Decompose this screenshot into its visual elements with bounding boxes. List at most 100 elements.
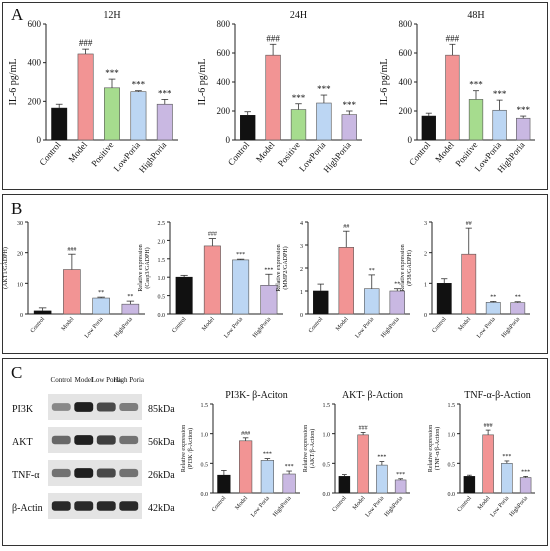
chart-b-6-xtick-label: Model: [458, 316, 473, 332]
blot-band: [96, 468, 116, 478]
chart-a-0-xtick-label: Model: [66, 139, 89, 164]
blot-band: [119, 435, 139, 445]
chart-a-2-xtick-label: Model: [433, 139, 456, 164]
chart-a-2-ytick-label: 400: [399, 77, 413, 87]
chart-b-4-xtick-label: Low Poria: [223, 316, 244, 339]
blot-band: [51, 468, 71, 478]
blot-lane-label: Control: [51, 376, 72, 384]
chart-a-0-bar: [130, 91, 147, 141]
chart-b-5-sig: **: [394, 282, 400, 288]
chart-b-6-sig: ##: [466, 221, 472, 227]
chart-c-8-ytick-label: 1.5: [323, 403, 331, 409]
chart-b-4-ytick-label: 1.0: [158, 276, 166, 282]
chart-a-0-ytick-label: 600: [28, 19, 42, 29]
chart-a-2-ytick-label: 0: [408, 135, 413, 145]
chart-b-4-ytick-label: 1.5: [158, 258, 166, 264]
chart-c-9-ytick-label: 1.0: [448, 433, 456, 439]
chart-c-9-title: TNF-α-β-Action: [464, 390, 530, 401]
chart-c-7-bar: [217, 474, 231, 494]
blot-protein-label: β-Actin: [12, 503, 43, 514]
chart-b-4-ylabel: Relative expression(Casp3/GADPH): [138, 244, 151, 291]
blot-band: [119, 403, 139, 411]
blot-band: [74, 468, 94, 478]
chart-c-7-bar: [239, 440, 253, 494]
chart-b-3-sig: ###: [67, 247, 76, 253]
chart-b-5-xtick-label: HighPoria: [380, 316, 401, 339]
chart-b-6-ytick-label: 3: [424, 221, 427, 227]
chart-c-7-bar: [282, 473, 296, 494]
chart-b-3-xtick-label: HighPoria: [113, 316, 134, 339]
chart-b-4-sig: ***: [264, 267, 273, 273]
chart-a-1-title: 24H: [290, 10, 307, 21]
blot-band: [51, 501, 71, 511]
chart-b-4-bar: [260, 284, 278, 315]
chart-c-9-sig: ###: [484, 423, 493, 429]
blot-kda-label: 85kDa: [148, 404, 175, 415]
chart-b-3-sig: **: [98, 290, 104, 296]
chart-a-1-ytick-label: 200: [217, 106, 231, 116]
chart-a-1-bar: [240, 115, 256, 141]
blot-lane-label: Model: [75, 376, 93, 384]
blot-band: [74, 402, 94, 412]
panel-b: B: [2, 194, 548, 354]
chart-b-3-bar: [121, 303, 140, 315]
panel-a-label: A: [11, 5, 24, 24]
chart-c-7-xtick-label: Low Poria: [250, 495, 271, 518]
chart-c-9-ytick-label: 0.0: [448, 492, 456, 498]
chart-c-9-bar: [463, 476, 476, 494]
chart-b-6-xtick-label: HighPoria: [501, 316, 522, 339]
chart-a-1-ytick-label: 400: [217, 77, 231, 87]
chart-a-1-ytick-label: 600: [217, 48, 231, 58]
chart-a-0-xtick-label: HighPoria: [137, 140, 168, 175]
chart-c-7-ytick-label: 1.5: [201, 403, 209, 409]
chart-b-5-ytick-label: 2: [300, 267, 303, 273]
chart-b-6-ytick-label: 0: [424, 313, 427, 319]
chart-b-3-ylabel: Relative expression(AKT1/GADPH): [0, 244, 9, 291]
chart-b-5-sig: ##: [343, 224, 349, 230]
panel-c: C: [2, 358, 548, 546]
chart-c-9-xtick-label: Model: [477, 495, 492, 511]
chart-a-0-xtick-label: Positive: [89, 140, 115, 169]
chart-a-0-bar: [156, 103, 173, 141]
chart-b-6-xtick-label: Control: [431, 316, 448, 334]
chart-b-4-xtick-label: Model: [201, 316, 216, 332]
chart-c-8-bar: [338, 476, 351, 494]
blot-kda-label: 26kDa: [148, 470, 175, 481]
chart-b-5-sig: **: [369, 268, 375, 274]
chart-c-9-xtick-label: Low Poria: [490, 495, 511, 518]
chart-b-5-xtick-label: Low Poria: [355, 316, 376, 339]
chart-c-8-sig: ***: [396, 472, 405, 478]
chart-a-0-xtick-label: Control: [37, 139, 63, 167]
chart-c-7-title: PI3K- β-Aciton: [225, 390, 288, 401]
chart-c-7-xtick-label: HighPoria: [272, 495, 293, 518]
chart-a-1-sig: ###: [266, 33, 280, 43]
chart-a-2-ytick-label: 200: [399, 106, 413, 116]
chart-c-7-xtick-label: Model: [234, 495, 249, 511]
chart-a-1-xtick-label: Model: [254, 139, 277, 164]
blot-band: [119, 501, 139, 511]
chart-b-3-xtick-label: Low Poria: [84, 316, 105, 339]
chart-c-9-ytick-label: 1.5: [448, 403, 456, 409]
chart-a-0-bar: [77, 53, 94, 141]
chart-b-3-sig: **: [127, 294, 133, 300]
chart-b-5-ytick-label: 4: [300, 221, 303, 227]
chart-a-0-ytick-label: 200: [28, 96, 42, 106]
chart-a-1-bar: [265, 54, 281, 141]
chart-a-2-bar: [492, 109, 507, 141]
chart-b-6-sig: **: [515, 295, 521, 301]
chart-c-7-ylabel: Relative expression(PI3K /β-Action): [181, 425, 194, 472]
chart-c-7-bar: [260, 460, 274, 494]
blot-band: [51, 435, 71, 445]
chart-b-6-bar: [461, 253, 477, 315]
chart-a-2-sig: ***: [493, 89, 507, 99]
chart-a-2-bar: [421, 115, 436, 141]
panel-a: A: [2, 2, 548, 190]
blot-lane-label: High Poria: [113, 376, 144, 384]
chart-c-7-ytick-label: 0.0: [201, 492, 209, 498]
chart-c-9-bar: [501, 463, 513, 494]
chart-c-9-sig: ***: [502, 454, 511, 460]
chart-c-8-xtick-label: Model: [352, 495, 367, 511]
chart-b-4-bar: [203, 245, 221, 315]
chart-c-8-xtick-label: Low Poria: [365, 495, 386, 518]
chart-a-0-ytick-label: 0: [37, 135, 42, 145]
